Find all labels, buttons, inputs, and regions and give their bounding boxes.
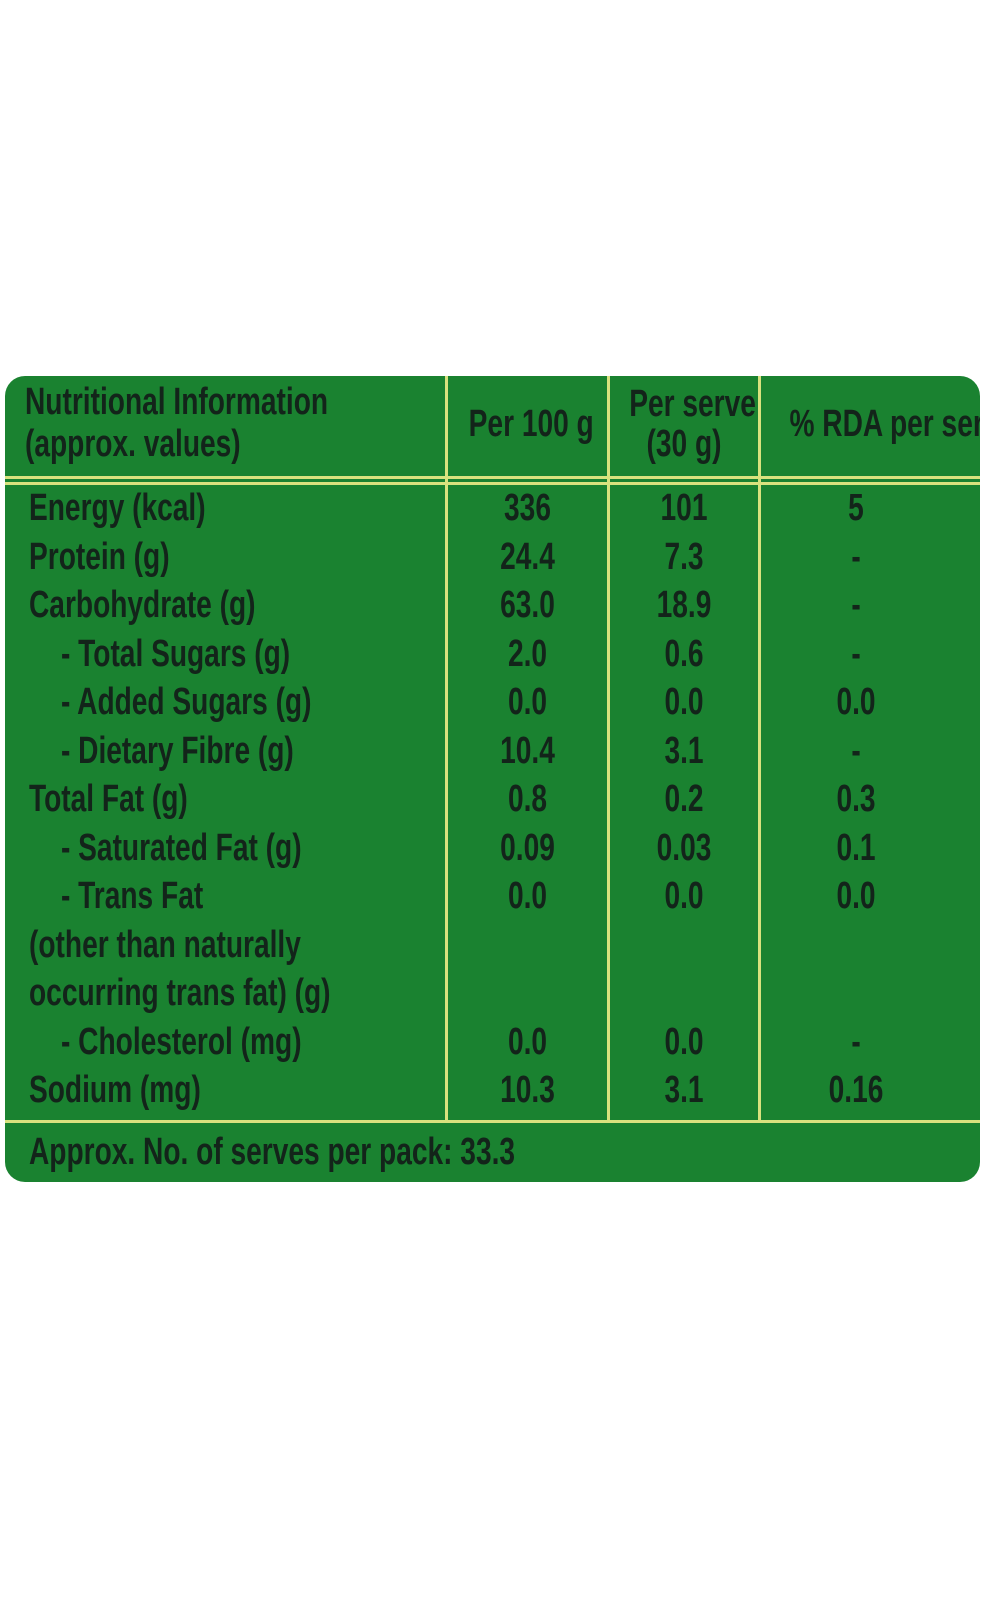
value-per-100g: 0.09 — [500, 826, 555, 869]
nutrient-label: Protein (g) — [29, 535, 170, 578]
value-per-serve: 0.6 — [664, 632, 704, 675]
value-rda: - — [851, 632, 861, 675]
value-per-serve: 3.1 — [664, 729, 704, 772]
value-per-100g: 24.4 — [500, 535, 555, 578]
value-per-serve: 18.9 — [656, 584, 712, 626]
value-rda: 5 — [848, 487, 864, 529]
nutrient-label-continued: occurring trans fat) (g) — [29, 972, 331, 1014]
column-divider — [758, 376, 761, 1120]
nutrient-label-continued: (other than naturally — [29, 923, 301, 966]
nutrient-label: Total Fat (g) — [29, 778, 188, 820]
value-per-serve: 101 — [660, 487, 708, 529]
column-divider — [445, 376, 448, 1120]
nutrient-label: - Total Sugars (g) — [61, 632, 291, 675]
nutrient-label: Energy (kcal) — [29, 487, 206, 529]
value-per-serve: 0.03 — [656, 826, 712, 869]
value-rda: 0.1 — [836, 826, 876, 869]
nutrient-label: - Trans Fat — [61, 875, 204, 917]
value-rda: - — [851, 584, 861, 626]
value-per-100g: 10.3 — [500, 1069, 555, 1111]
value-per-100g: 2.0 — [507, 632, 548, 675]
header-rda: % RDA per serve — [789, 403, 980, 445]
header-subtitle: (approx. values) — [25, 423, 241, 465]
nutrient-label: - Cholesterol (mg) — [61, 1020, 302, 1063]
value-per-100g: 10.4 — [500, 729, 555, 772]
value-per-100g: 0.0 — [507, 1020, 548, 1063]
value-per-100g: 0.0 — [507, 681, 548, 723]
nutrition-table: Nutritional Information (approx. values)… — [5, 376, 980, 1182]
header-per-serve: Per serve — [629, 383, 756, 425]
value-per-serve: 7.3 — [664, 535, 704, 578]
value-per-serve: 0.2 — [664, 778, 704, 820]
value-per-100g: 0.8 — [507, 778, 548, 820]
value-per-serve: 0.0 — [664, 681, 704, 723]
value-per-serve: 3.1 — [664, 1069, 704, 1111]
value-rda: - — [851, 1020, 861, 1063]
header-per-100g: Per 100 g — [468, 403, 594, 445]
nutrient-label: - Dietary Fibre (g) — [61, 729, 294, 772]
column-divider — [607, 376, 610, 1120]
nutrient-label: - Saturated Fat (g) — [61, 826, 302, 869]
value-rda: 0.3 — [836, 778, 876, 820]
header-serve-size: (30 g) — [646, 423, 722, 465]
nutrient-label: Sodium (mg) — [29, 1069, 201, 1111]
header-title: Nutritional Information — [25, 381, 329, 423]
value-rda: 0.0 — [836, 681, 876, 723]
value-rda: - — [851, 729, 861, 772]
value-per-100g: 63.0 — [500, 584, 555, 626]
value-rda: - — [851, 535, 861, 578]
value-per-100g: 336 — [504, 487, 551, 529]
value-rda: 0.16 — [828, 1069, 884, 1111]
footer-divider — [5, 1120, 980, 1123]
nutrient-label: - Added Sugars (g) — [61, 681, 312, 723]
header-divider — [5, 476, 980, 479]
nutrient-label: Carbohydrate (g) — [29, 584, 256, 626]
header-divider — [5, 482, 980, 485]
value-rda: 0.0 — [836, 875, 876, 917]
value-per-serve: 0.0 — [664, 1020, 704, 1063]
serves-per-pack: Approx. No. of serves per pack: 33.3 — [29, 1131, 516, 1173]
value-per-serve: 0.0 — [664, 875, 704, 917]
value-per-100g: 0.0 — [507, 875, 548, 917]
